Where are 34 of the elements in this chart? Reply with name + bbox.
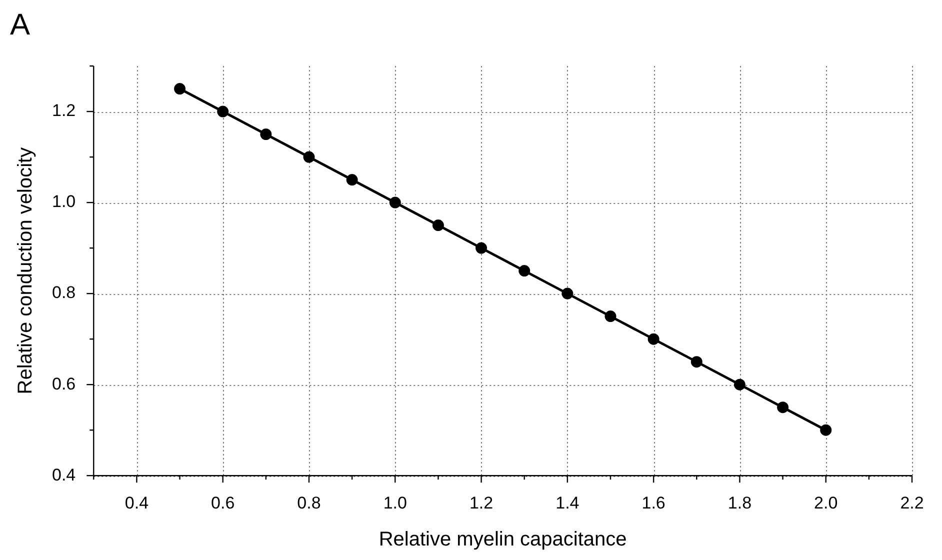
x-tick-label: 2.2 (900, 493, 924, 512)
point (604, 310, 616, 322)
x-tick-label: 1.4 (556, 493, 580, 512)
point (432, 220, 444, 232)
x-tick-label: 0.8 (297, 493, 321, 512)
point (518, 265, 530, 277)
x-tick-label: 1.0 (383, 493, 407, 512)
x-tick-label: 0.6 (211, 493, 235, 512)
point (777, 402, 789, 414)
x-tick-label: 0.4 (124, 493, 149, 512)
point (820, 424, 832, 436)
point (346, 174, 358, 186)
point (389, 196, 401, 208)
y-tick-label: 1.2 (52, 101, 76, 120)
point (562, 288, 574, 300)
x-axis-title: Relative myelin capacitance (378, 528, 627, 551)
x-tick-label: 1.8 (728, 493, 752, 512)
point (690, 356, 702, 368)
x-tick-label: 1.2 (469, 493, 494, 512)
y-tick-label: 0.6 (52, 374, 76, 394)
y-tick-label: 1.0 (52, 192, 76, 212)
x-tick-label: 2.0 (814, 493, 838, 512)
chart-title: A (10, 8, 30, 42)
y-axis-title: Relative conduction velocity (14, 147, 37, 394)
point (217, 106, 229, 118)
point (734, 378, 746, 390)
point (648, 333, 660, 345)
y-tick-label: 0.4 (52, 465, 76, 484)
point (476, 242, 488, 254)
point (303, 151, 315, 163)
x-tick-label: 1.6 (642, 493, 666, 512)
y-tick-label: 0.8 (52, 283, 76, 302)
point (174, 83, 186, 95)
point (260, 128, 272, 140)
